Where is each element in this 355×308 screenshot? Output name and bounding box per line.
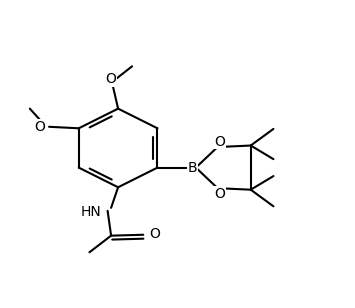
Text: O: O <box>149 227 160 241</box>
Text: O: O <box>106 72 116 86</box>
Text: HN: HN <box>81 205 101 219</box>
Text: O: O <box>34 120 45 134</box>
Text: O: O <box>214 187 225 201</box>
Text: B: B <box>187 160 197 175</box>
Text: O: O <box>214 135 225 148</box>
